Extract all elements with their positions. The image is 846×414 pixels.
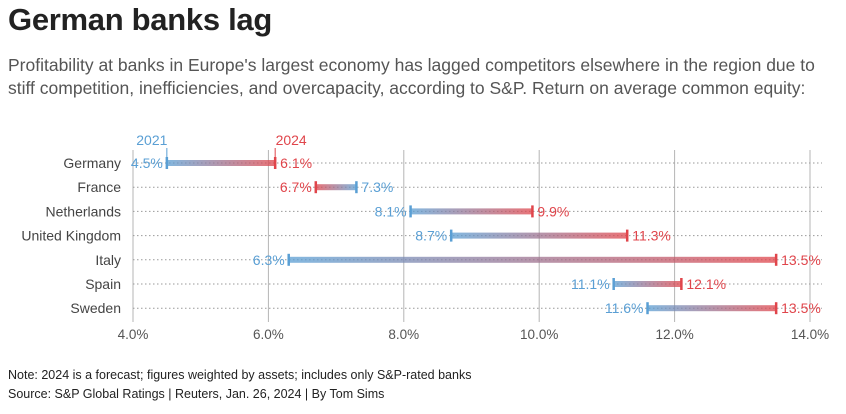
start-value-label: 11.6% <box>605 300 644 316</box>
range-bar <box>166 160 276 166</box>
range-bar <box>451 232 628 239</box>
end-value-label: 9.9% <box>537 203 569 219</box>
x-tick-label: 12.0% <box>655 327 693 342</box>
dumbbell-chart: 4.0% 6.0% 8.0% 10.0% 12.0% 14.0% Germany France… <box>21 132 829 342</box>
x-tick-label: 10.0% <box>520 327 558 342</box>
end-value-label: 13.5% <box>781 252 821 268</box>
country-label: Spain <box>85 276 121 292</box>
x-tick-label: 14.0% <box>791 327 829 342</box>
end-value-label: 13.5% <box>781 300 821 316</box>
start-value-label: 8.7% <box>415 228 447 244</box>
end-value-label: 11.3% <box>632 228 671 244</box>
start-value-label: 11.1% <box>571 276 610 292</box>
range-bar <box>613 281 682 287</box>
country-label: Italy <box>95 252 121 268</box>
end-value-label: 12.1% <box>686 276 726 292</box>
start-value-label: 8.1% <box>375 203 407 219</box>
legend-end-label: 2024 <box>276 132 307 148</box>
range-bar <box>288 256 777 263</box>
footnote: Note: 2024 is a forecast; figures weight… <box>8 368 472 382</box>
country-label: United Kingdom <box>21 228 121 244</box>
x-tick-label: 8.0% <box>388 327 419 342</box>
chart-title: German banks lag <box>8 2 272 37</box>
chart-subtitle: Profitability at banks in Europe's large… <box>8 55 815 98</box>
country-label: Netherlands <box>46 203 122 219</box>
start-value-label: 7.3% <box>361 179 393 195</box>
x-tick-label: 6.0% <box>253 327 284 342</box>
source-line: Source: S&P Global Ratings | Reuters, Ja… <box>8 387 385 401</box>
end-value-label: 6.7% <box>280 179 312 195</box>
range-bar <box>315 184 357 191</box>
end-value-label: 6.1% <box>280 155 312 171</box>
range-bar <box>647 305 777 312</box>
country-label: France <box>77 179 121 195</box>
country-label: Germany <box>63 155 121 171</box>
range-bar <box>410 208 533 215</box>
country-label: Sweden <box>70 300 121 316</box>
x-tick-label: 4.0% <box>118 327 149 342</box>
start-value-label: 6.3% <box>253 252 285 268</box>
legend-start-label: 2021 <box>136 132 167 148</box>
start-value-label: 4.5% <box>131 155 163 171</box>
